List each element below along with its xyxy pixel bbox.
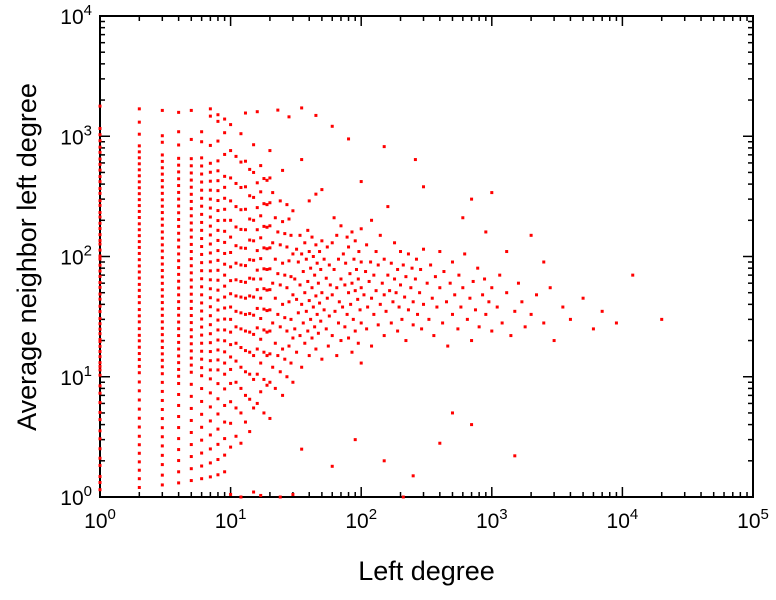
x-tick-labels: 100 101 102 103 104 105	[84, 506, 769, 533]
tick-label: 101	[215, 506, 247, 533]
tick-label: 102	[60, 243, 92, 270]
tick-label: 103	[476, 506, 508, 533]
tick-label: 100	[84, 506, 116, 533]
y-axis-label: Average neighbor left degree	[12, 83, 42, 431]
x-axis-label: Left degree	[358, 556, 495, 586]
tick-label: 105	[737, 506, 769, 533]
plot-frame	[99, 15, 754, 498]
tick-label: 101	[60, 363, 92, 390]
tick-label: 102	[345, 506, 377, 533]
tick-label: 103	[60, 122, 92, 149]
y-tick-labels: 100 101 102 103 104	[60, 2, 92, 510]
data-points	[98, 104, 664, 499]
tick-label: 100	[60, 483, 92, 510]
tick-label: 104	[607, 506, 639, 533]
axis-ticks	[99, 15, 754, 498]
tick-label: 104	[60, 2, 92, 29]
